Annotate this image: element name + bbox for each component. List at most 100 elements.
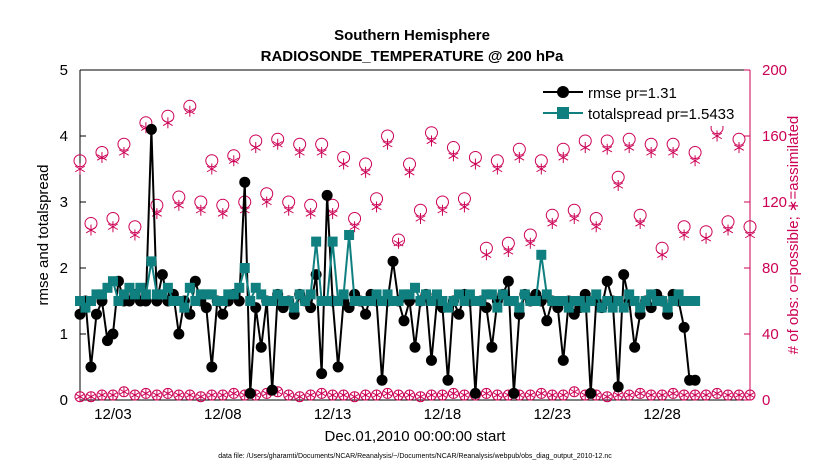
obs-assimilated-low-point	[690, 390, 700, 400]
totalspread-point	[239, 263, 250, 273]
obs-possible-low-point	[173, 389, 185, 401]
obs-assimilated-low-point	[712, 388, 722, 398]
x-tick-label: 12/03	[94, 406, 132, 423]
totalspread-point	[168, 296, 179, 306]
obs-assimilated-low-point	[625, 390, 634, 400]
totalspread-point	[311, 236, 322, 247]
totalspread-point	[206, 289, 217, 300]
obs-assimilated-point	[624, 142, 635, 154]
rmse-point	[332, 361, 344, 373]
totalspread-point	[607, 302, 618, 313]
obs-assimilated-point	[635, 217, 646, 229]
rmse-point	[360, 308, 372, 320]
obs-possible-low-point	[425, 389, 437, 401]
obs-assimilated-point	[744, 229, 756, 241]
obs-possible-low-point	[524, 389, 536, 401]
obs-assimilated-low-point	[207, 390, 216, 400]
obs-assimilated-low-point	[559, 390, 568, 400]
totalspread-point	[690, 296, 701, 306]
obs-assimilated-point	[514, 151, 525, 163]
rmse-point	[239, 176, 251, 188]
obs-possible-low-point	[678, 389, 690, 401]
totalspread-point	[580, 302, 591, 313]
totalspread-point	[459, 296, 470, 306]
totalspread-point	[96, 289, 107, 300]
obs-assimilated-low-point	[229, 388, 238, 398]
obs-possible-low-point	[151, 389, 163, 401]
obs-possible-low-point	[338, 389, 350, 401]
totalspread-point	[574, 296, 585, 306]
obs-assimilated-low-point	[97, 390, 107, 400]
obs-possible-low-point	[294, 391, 306, 403]
rmse-point	[409, 341, 421, 353]
rmse-point	[85, 361, 97, 373]
totalspread-point	[80, 302, 91, 313]
obs-assimilated-point	[646, 147, 657, 158]
rmse-point	[266, 384, 278, 396]
obs-assimilated-low-point	[185, 390, 195, 400]
totalspread-point	[250, 282, 261, 293]
totalspread-point	[355, 296, 366, 306]
totalspread-point	[294, 289, 305, 300]
obs-assimilated-low-point	[493, 390, 502, 400]
obs-possible-low-point	[667, 387, 679, 399]
totalspread-point	[234, 282, 245, 293]
legend-spread-label: totalspread pr=1.5433	[588, 106, 734, 123]
rmse-point	[387, 255, 399, 267]
obs-assimilated-low-point	[679, 390, 689, 400]
totalspread-point	[212, 296, 223, 306]
totalspread-point	[668, 296, 679, 306]
totalspread-point	[316, 296, 327, 306]
totalspread-point	[563, 302, 574, 313]
y-right-tick-label: 200	[762, 62, 787, 79]
totalspread-point	[684, 296, 695, 306]
obs-possible-low-point	[535, 387, 547, 399]
y-right-tick-label: 160	[762, 128, 787, 145]
obs-possible-low-point	[316, 387, 328, 399]
obs-assimilated-point	[195, 204, 206, 216]
totalspread-point	[541, 289, 552, 300]
obs-possible-low-point	[371, 389, 383, 401]
obs-possible-low-point	[414, 391, 426, 403]
rmse-point	[398, 315, 410, 327]
legend-box	[536, 78, 736, 126]
obs-assimilated-point	[404, 166, 415, 178]
obs-possible-low-point	[568, 386, 580, 398]
rmse-point	[316, 368, 328, 380]
rmse-point	[217, 308, 229, 320]
obs-assimilated-point	[96, 151, 108, 163]
legend-rmse-label: rmse pr=1.31	[588, 85, 677, 102]
obs-assimilated-point	[118, 147, 129, 158]
rmse-point	[486, 341, 498, 353]
obs-assimilated-point	[283, 204, 294, 216]
obs-possible-low-point	[305, 389, 317, 401]
obs-possible-low-point	[118, 386, 130, 398]
y-left-tick-label: 3	[60, 194, 68, 211]
totalspread-point	[366, 296, 377, 306]
obs-possible-low-point	[733, 389, 745, 401]
totalspread-point	[344, 230, 355, 240]
obs-assimilated-low-point	[196, 392, 205, 402]
obs-assimilated-low-point	[152, 390, 162, 400]
obs-possible-low-point	[349, 391, 361, 403]
rmse-point	[541, 315, 553, 327]
totalspread-point	[470, 296, 481, 306]
obs-assimilated-point	[470, 158, 481, 170]
totalspread-point	[146, 256, 157, 267]
totalspread-point	[245, 296, 256, 306]
obs-assimilated-low-point	[141, 388, 151, 398]
obs-assimilated-low-point	[372, 390, 381, 400]
obs-assimilated-low-point	[416, 392, 425, 402]
rmse-point	[255, 341, 267, 353]
totalspread-point	[173, 296, 184, 306]
totalspread-point	[503, 296, 514, 306]
totalspread-point	[217, 296, 228, 306]
totalspread-point	[267, 296, 278, 306]
totalspread-point	[591, 289, 602, 300]
obs-assimilated-low-point	[438, 390, 447, 400]
totalspread-point	[497, 289, 508, 300]
obs-assimilated-low-point	[394, 390, 403, 400]
rmse-point	[612, 381, 624, 393]
obs-assimilated-point	[591, 221, 602, 233]
obs-assimilated-low-point	[537, 388, 546, 398]
